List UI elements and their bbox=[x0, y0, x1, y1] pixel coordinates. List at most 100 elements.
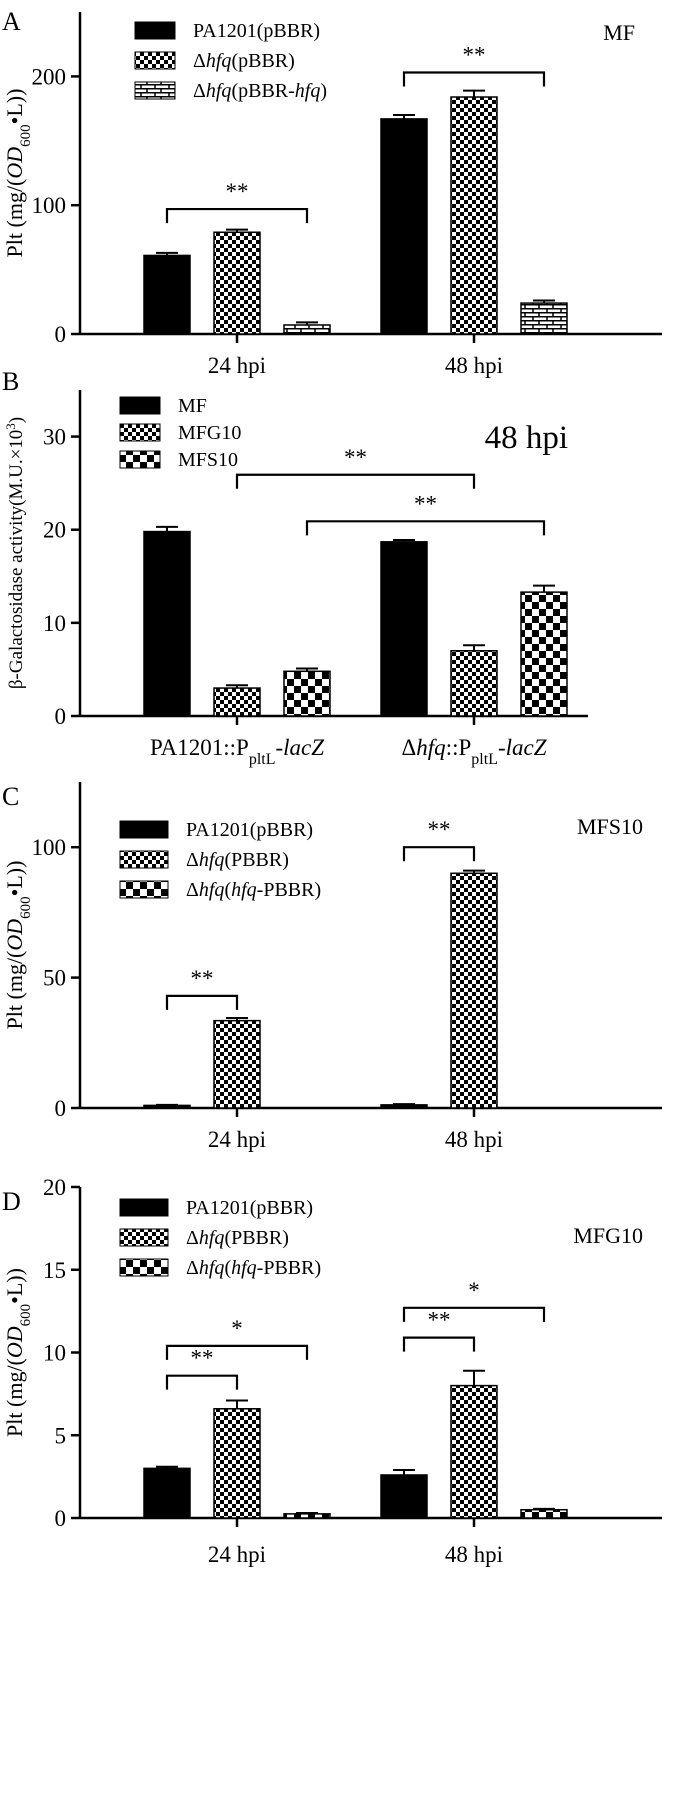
y-label-part: 600 bbox=[18, 896, 34, 919]
y-tick-label: 0 bbox=[55, 1506, 67, 1531]
legend-label: Δhfq(pBBR) bbox=[193, 50, 295, 72]
y-label-part: Plt (mg/( bbox=[2, 179, 27, 258]
legend-swatch bbox=[134, 51, 176, 70]
bar bbox=[213, 1408, 261, 1519]
significance-bracket bbox=[235, 473, 476, 489]
y-tick-label: 20 bbox=[43, 518, 66, 543]
significance-bracket bbox=[165, 994, 239, 1010]
bar bbox=[283, 1513, 331, 1519]
y-tick-label: 30 bbox=[43, 425, 66, 450]
y-label-part: Plt (mg/( bbox=[2, 951, 27, 1030]
panel-b: B 0 10 20 30 β-Galactosidase activity(M.U.×10… bbox=[2, 367, 588, 768]
text-run: hfq bbox=[199, 849, 225, 871]
text-run: (PBBR) bbox=[224, 1227, 288, 1249]
text-run: ( bbox=[224, 879, 231, 901]
text-run: (pBBR- bbox=[231, 80, 294, 102]
legend-label: Δhfq(pBBR-hfq) bbox=[193, 80, 327, 102]
text-run: PA1201(pBBR) bbox=[186, 1197, 313, 1219]
text-run: ) bbox=[320, 80, 327, 102]
y-axis-label: Plt (mg/(OD600•L)) bbox=[2, 89, 34, 258]
text-run: hfq bbox=[231, 1257, 257, 1279]
text-run: PA1201(pBBR) bbox=[186, 819, 313, 841]
bar bbox=[283, 324, 331, 335]
legend-swatch bbox=[119, 1258, 169, 1277]
y-label-part: ) bbox=[6, 417, 27, 423]
bar bbox=[450, 650, 498, 717]
text-run: hfq bbox=[199, 1227, 225, 1249]
y-axis-label: Plt (mg/(OD600•L)) bbox=[2, 1268, 34, 1437]
bar bbox=[143, 1467, 191, 1519]
bar bbox=[380, 541, 428, 717]
y-tick-label: 100 bbox=[32, 193, 67, 218]
x-tick-label: 48 hpi bbox=[445, 353, 503, 378]
legend-swatch bbox=[134, 21, 176, 40]
text-run: hfq bbox=[206, 80, 232, 102]
significance-bracket bbox=[402, 1336, 476, 1352]
y-label-part: OD bbox=[2, 1326, 27, 1358]
y-tick-label: 5 bbox=[55, 1423, 67, 1448]
text-run: - bbox=[498, 735, 506, 760]
x-tick-label: 24 hpi bbox=[208, 1542, 266, 1567]
y-tick-label: 50 bbox=[43, 966, 66, 991]
panel-letter: D bbox=[2, 1187, 21, 1216]
significance-label: ** bbox=[414, 491, 437, 516]
y-label-part: 600 bbox=[18, 124, 34, 147]
legend-swatch bbox=[119, 850, 169, 869]
y-tick-label: 20 bbox=[43, 1175, 66, 1200]
legend-label: PA1201(pBBR) bbox=[193, 20, 320, 42]
text-run: (pBBR) bbox=[231, 50, 294, 72]
significance-label: ** bbox=[463, 43, 486, 68]
y-tick-label: 0 bbox=[55, 322, 67, 347]
significance-bracket bbox=[402, 71, 546, 87]
legend-swatch bbox=[119, 423, 161, 442]
legend-label: PA1201(pBBR) bbox=[186, 819, 313, 841]
legend-swatch bbox=[119, 1228, 169, 1247]
condition-label: 48 hpi bbox=[485, 420, 568, 456]
condition-label: MFS10 bbox=[577, 814, 643, 839]
legend-label: Δhfq(hfq-PBBR) bbox=[186, 879, 321, 901]
y-tick-label: 200 bbox=[32, 64, 67, 89]
text-run: hfq bbox=[199, 1257, 225, 1279]
y-axis-label: Plt (mg/(OD600•L)) bbox=[2, 861, 34, 1030]
bar bbox=[283, 670, 331, 717]
legend-swatch bbox=[119, 450, 161, 469]
significance-label: ** bbox=[428, 817, 451, 842]
bar bbox=[520, 1508, 568, 1519]
x-tick-label: 48 hpi bbox=[445, 1542, 503, 1567]
significance-label: * bbox=[468, 1278, 480, 1303]
text-run: Δ bbox=[186, 879, 199, 901]
condition-label: MFG10 bbox=[573, 1223, 643, 1248]
text-run: Δ bbox=[193, 50, 206, 72]
text-run: Δ bbox=[402, 735, 417, 760]
significance-label: ** bbox=[191, 1346, 214, 1371]
significance-bracket bbox=[402, 846, 476, 862]
bar bbox=[213, 1019, 261, 1109]
significance-bracket bbox=[305, 520, 546, 536]
legend-label: Δhfq(PBBR) bbox=[186, 1227, 289, 1249]
y-tick-label: 0 bbox=[55, 704, 67, 729]
text-run: Δ bbox=[186, 1257, 199, 1279]
bar bbox=[143, 530, 191, 717]
y-axis-label: β-Galactosidase activity(M.U.×103) bbox=[3, 417, 28, 689]
y-label-part: •L)) bbox=[2, 861, 27, 897]
y-label-part: •L)) bbox=[2, 89, 27, 125]
text-run: PA1201(pBBR) bbox=[193, 20, 320, 42]
text-run: hfq bbox=[231, 879, 257, 901]
bar bbox=[213, 231, 261, 335]
y-label-part: β-Galactosidase activity(M.U.×10 bbox=[6, 430, 27, 689]
bar bbox=[213, 687, 261, 717]
significance-bracket bbox=[165, 1344, 309, 1360]
text-run: Δ bbox=[193, 80, 206, 102]
panel-letter: C bbox=[2, 782, 19, 811]
legend-label: MF bbox=[178, 395, 207, 417]
x-tick-label: PA1201::PpltL-lacZ bbox=[150, 735, 324, 768]
text-run: pltL bbox=[249, 751, 276, 768]
text-run: pltL bbox=[471, 751, 498, 768]
text-run: - bbox=[275, 735, 283, 760]
x-tick-label: 48 hpi bbox=[445, 1127, 503, 1152]
bar bbox=[380, 1104, 428, 1109]
panel-letter: B bbox=[2, 367, 19, 396]
x-tick-label: Δhfq::PpltL-lacZ bbox=[402, 735, 547, 768]
